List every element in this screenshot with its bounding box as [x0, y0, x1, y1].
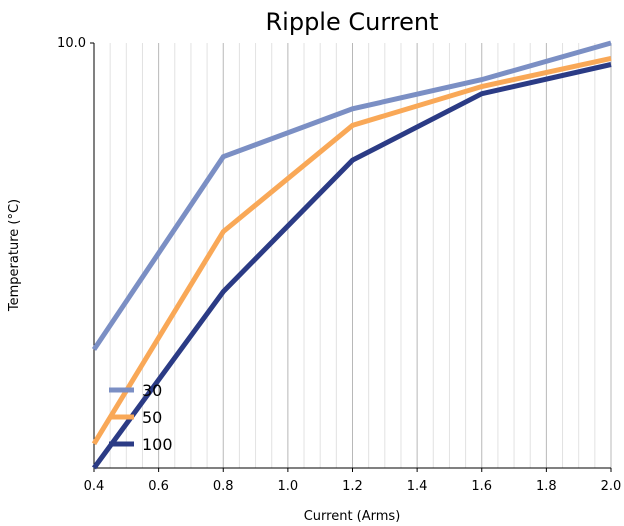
series-line-50 — [91, 55, 612, 446]
legend-label-50: 50 — [142, 408, 162, 427]
series-line-100 — [91, 62, 612, 470]
grid — [93, 43, 612, 468]
series-lines — [91, 40, 612, 470]
y-ticks: 10.0 — [57, 36, 94, 51]
x-tick-label: 0.4 — [84, 479, 105, 494]
legend-label-30: 30 — [142, 381, 162, 400]
y-tick-label: 10.0 — [57, 36, 86, 51]
x-tick-label: 1.2 — [342, 479, 363, 494]
x-tick-label: 2.0 — [601, 479, 622, 494]
x-axis-label: Current (Arms) — [304, 509, 401, 524]
x-tick-label: 1.6 — [471, 479, 492, 494]
x-ticks: 0.4 0.6 0.8 1.0 1.2 1.4 1.6 1.8 2.0 — [84, 468, 622, 494]
legend: 30 50 100 — [109, 381, 173, 454]
x-tick-label: 1.8 — [536, 479, 557, 494]
x-tick-label: 0.6 — [148, 479, 169, 494]
x-tick-label: 0.8 — [213, 479, 234, 494]
series-line-30 — [91, 40, 612, 351]
legend-label-100: 100 — [142, 435, 173, 454]
x-tick-label: 1.4 — [407, 479, 428, 494]
chart-title: Ripple Current — [265, 8, 438, 36]
x-tick-label: 1.0 — [278, 479, 299, 494]
y-axis-label: Temperature (°C) — [7, 199, 22, 312]
